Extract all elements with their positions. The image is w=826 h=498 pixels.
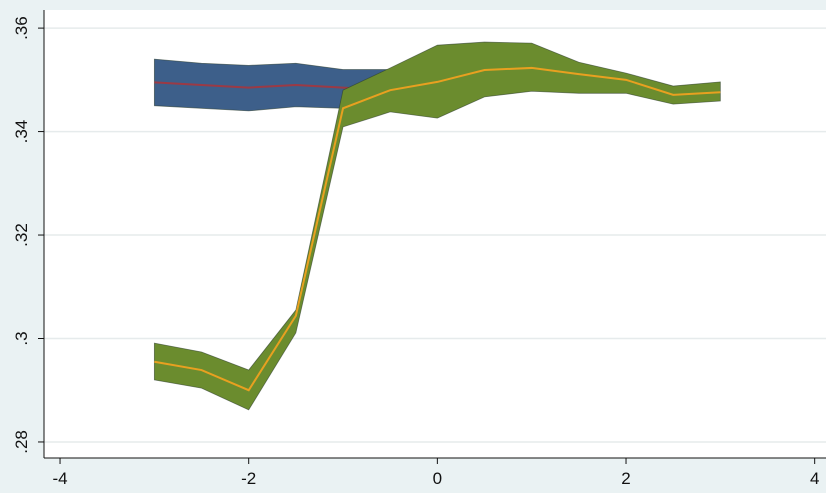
confidence-band	[153, 41, 721, 411]
y-tick-label: .32	[12, 223, 31, 247]
y-tick-label: .34	[12, 120, 31, 144]
line	[154, 66, 721, 392]
x-tick-label: 0	[433, 469, 442, 488]
x-tick-label: -2	[241, 469, 256, 488]
y-tick-label: .28	[12, 430, 31, 454]
y-tick-label: .3	[12, 331, 31, 345]
x-tick-label: 4	[810, 469, 819, 488]
x-tick-label: 2	[621, 469, 630, 488]
x-tick-label: -4	[52, 469, 67, 488]
y-tick-label: .36	[12, 16, 31, 40]
